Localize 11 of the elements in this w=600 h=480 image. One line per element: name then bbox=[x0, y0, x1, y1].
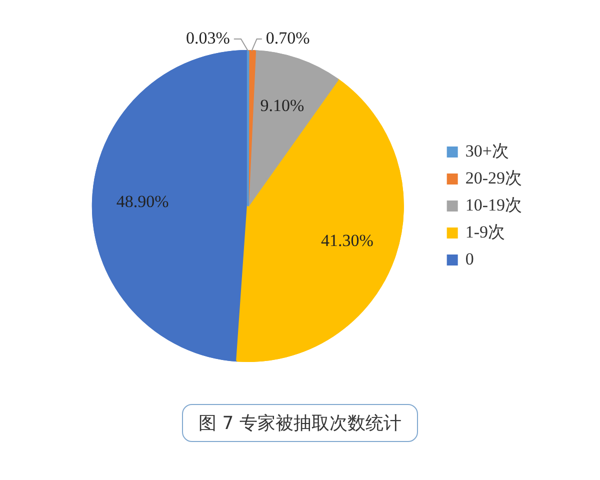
legend-label: 0 bbox=[465, 249, 474, 268]
text: 图 7 专家被抽取次数统计 bbox=[182, 404, 418, 442]
data-label: 0.03% bbox=[186, 28, 230, 48]
legend-label: 10-19次 bbox=[465, 195, 522, 214]
data-label: 0.70% bbox=[266, 28, 310, 48]
data-label: 9.10% bbox=[260, 96, 304, 115]
legend-label: 30+次 bbox=[465, 141, 509, 160]
legend-label: 20-29次 bbox=[465, 168, 522, 188]
data-label: 41.30% bbox=[320, 230, 374, 250]
data-label: 48.90% bbox=[116, 192, 169, 211]
legend-label: 1-9次 bbox=[465, 222, 506, 242]
